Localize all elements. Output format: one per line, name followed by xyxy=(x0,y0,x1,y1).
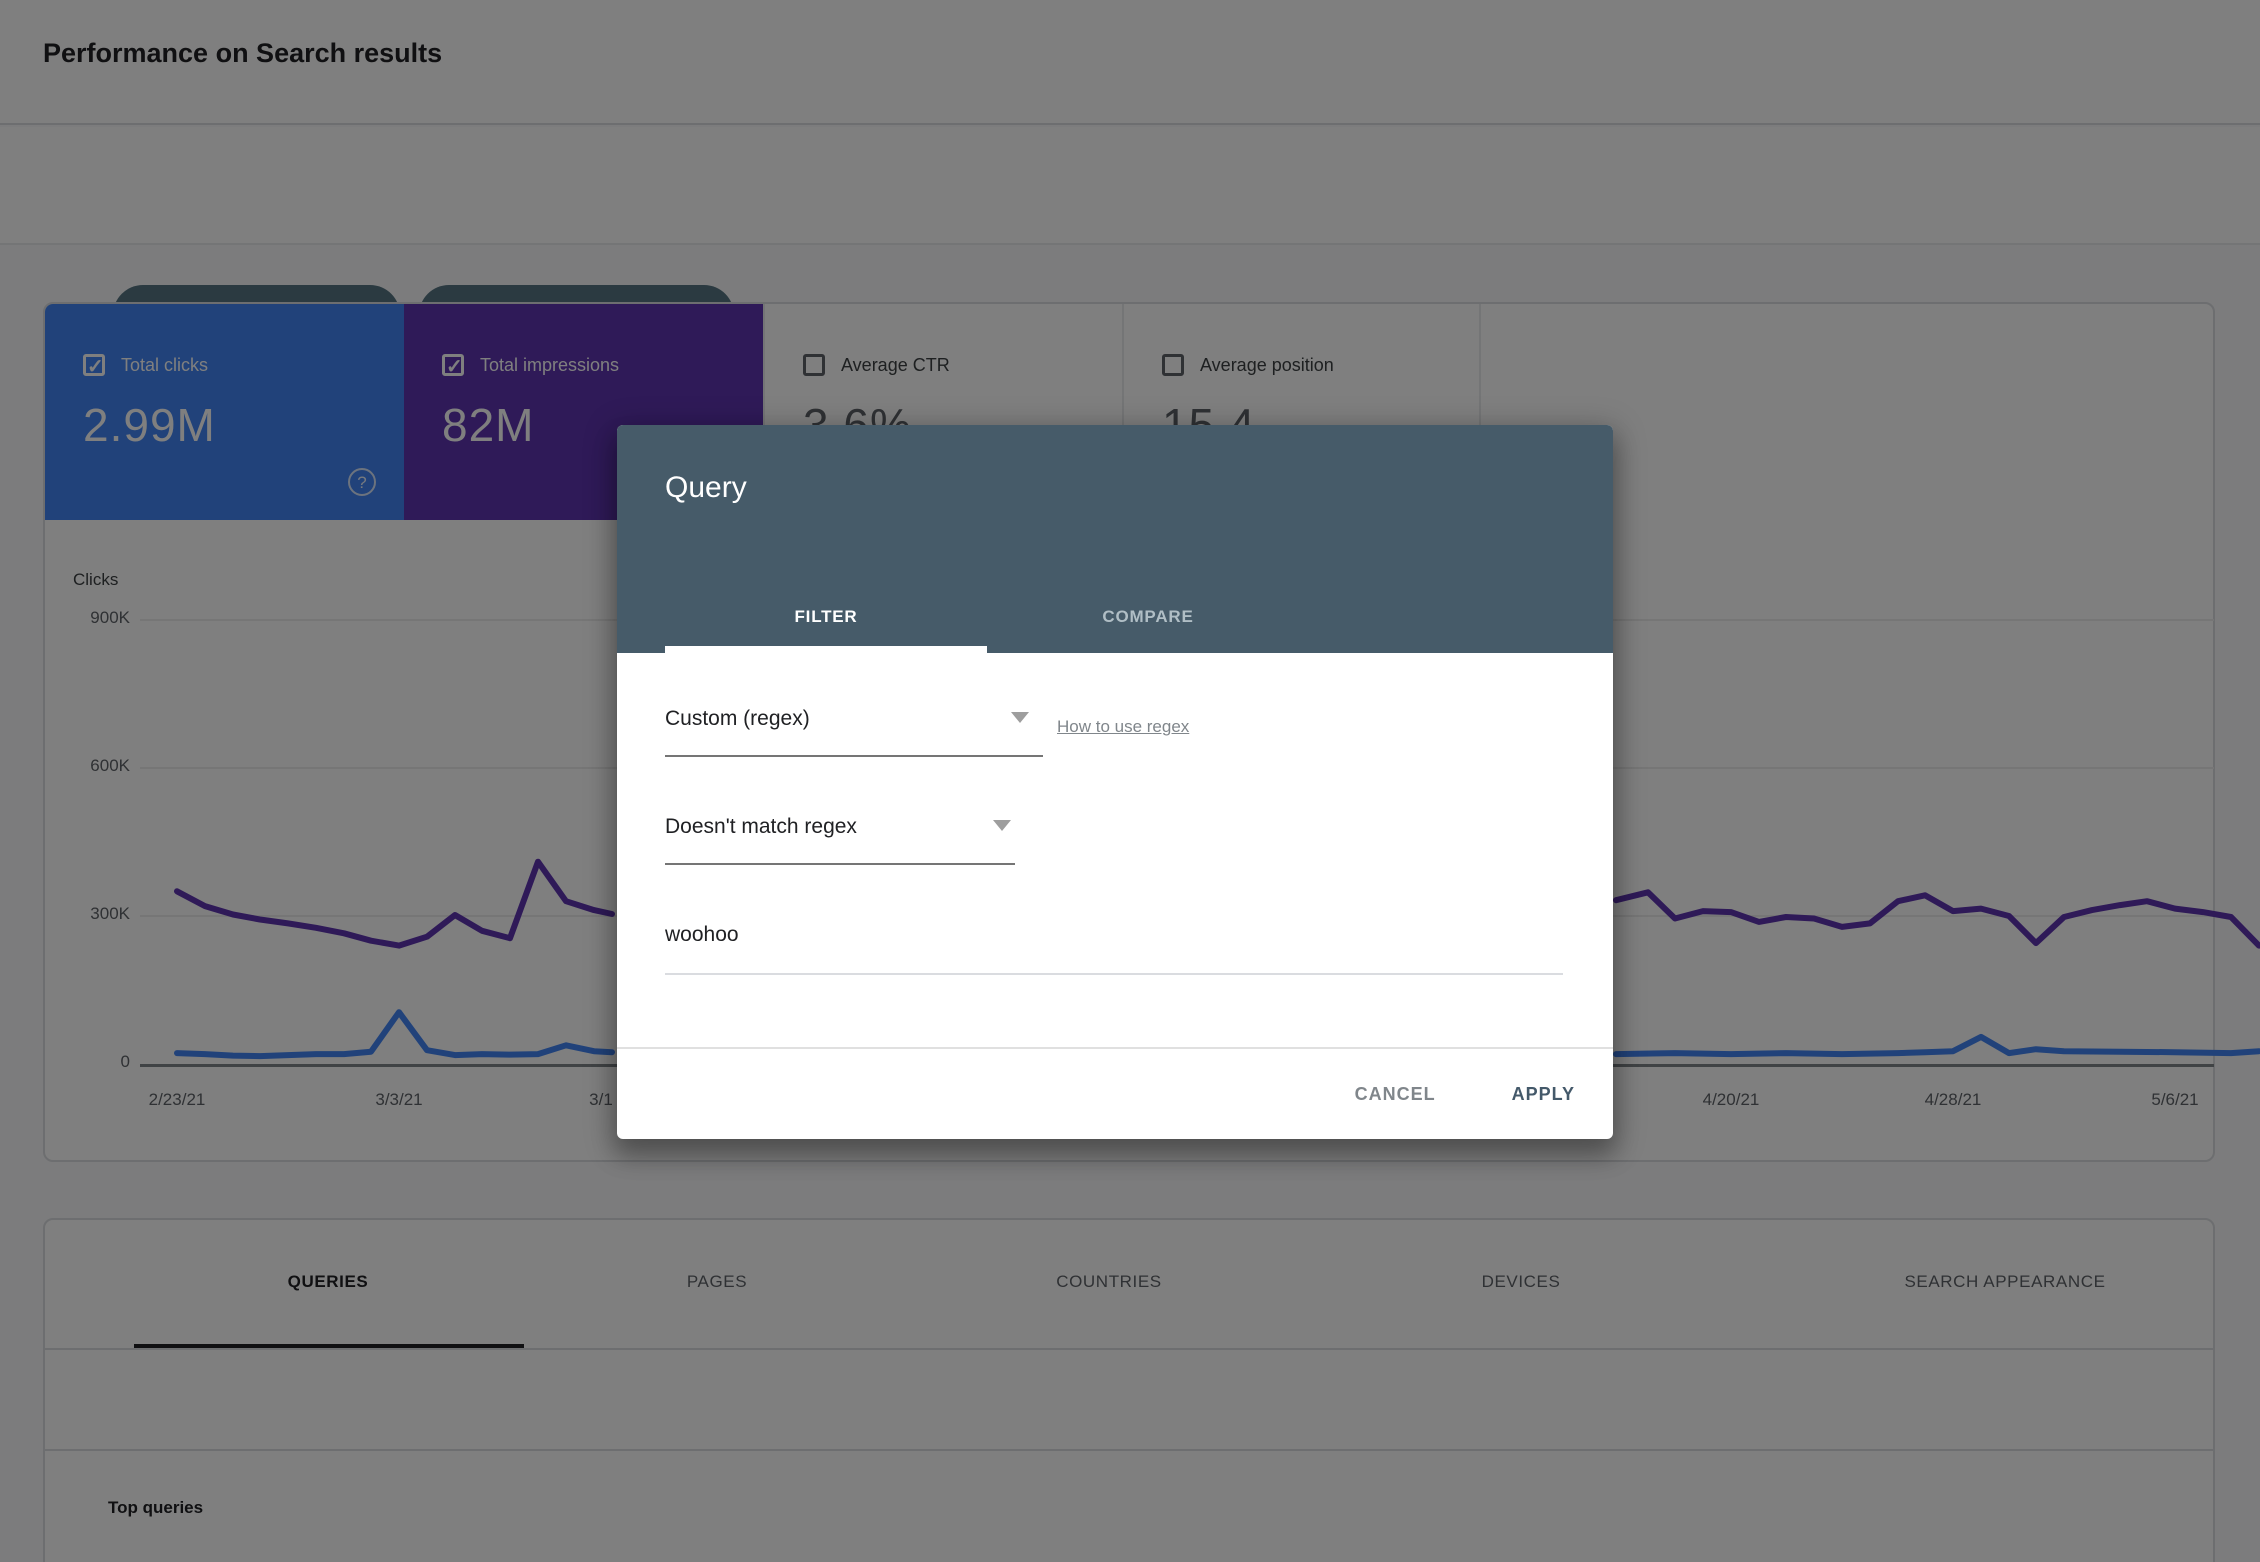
dialog-footer: CANCEL APPLY xyxy=(617,1047,1613,1139)
operator-select[interactable]: Doesn't match regex xyxy=(665,815,1015,865)
filter-type-select[interactable]: Custom (regex) xyxy=(665,707,1043,757)
cancel-button[interactable]: CANCEL xyxy=(1337,1070,1454,1119)
tab-filter[interactable]: FILTER xyxy=(665,581,987,653)
operator-value: Doesn't match regex xyxy=(665,815,857,838)
apply-button[interactable]: APPLY xyxy=(1494,1070,1593,1119)
regex-help-link[interactable]: How to use regex xyxy=(1057,717,1190,736)
chevron-down-icon xyxy=(993,820,1011,831)
dialog-tabs: FILTER COMPARE xyxy=(665,581,1309,653)
tab-compare[interactable]: COMPARE xyxy=(1102,607,1194,626)
dialog-header: Query FILTER COMPARE xyxy=(617,425,1613,653)
regex-query-input[interactable] xyxy=(665,923,1563,975)
filter-type-value: Custom (regex) xyxy=(665,707,810,730)
dialog-title: Query xyxy=(665,471,747,504)
query-filter-dialog: Query FILTER COMPARE Custom (regex) How … xyxy=(617,425,1613,1139)
chevron-down-icon xyxy=(1011,712,1029,723)
